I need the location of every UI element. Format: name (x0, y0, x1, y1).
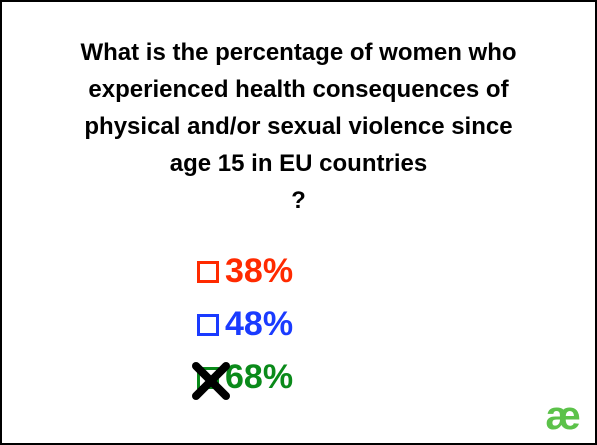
question-line: age 15 in EU countries (169, 150, 428, 177)
option-label: 38% (225, 252, 294, 290)
checkbox (197, 260, 219, 283)
checkbox (197, 313, 219, 336)
question-line: ? (291, 187, 306, 214)
option: 38% (197, 245, 293, 298)
check-mark (192, 361, 230, 400)
option-label: 48% (225, 305, 294, 343)
logo: æ (545, 394, 581, 438)
question-line: experienced health consequences of (88, 76, 509, 103)
option-label: 68% (225, 358, 294, 396)
options: 38% 48% 68% (192, 245, 294, 404)
question: What is the percentage of women who exper… (2, 34, 595, 219)
option: 48% (197, 298, 293, 351)
x-stroke (192, 361, 230, 400)
option: 68% (192, 351, 294, 404)
checkbox (192, 361, 230, 400)
question-line: What is the percentage of women who (80, 39, 517, 66)
question-line: physical and/or sexual violence since (84, 113, 513, 140)
